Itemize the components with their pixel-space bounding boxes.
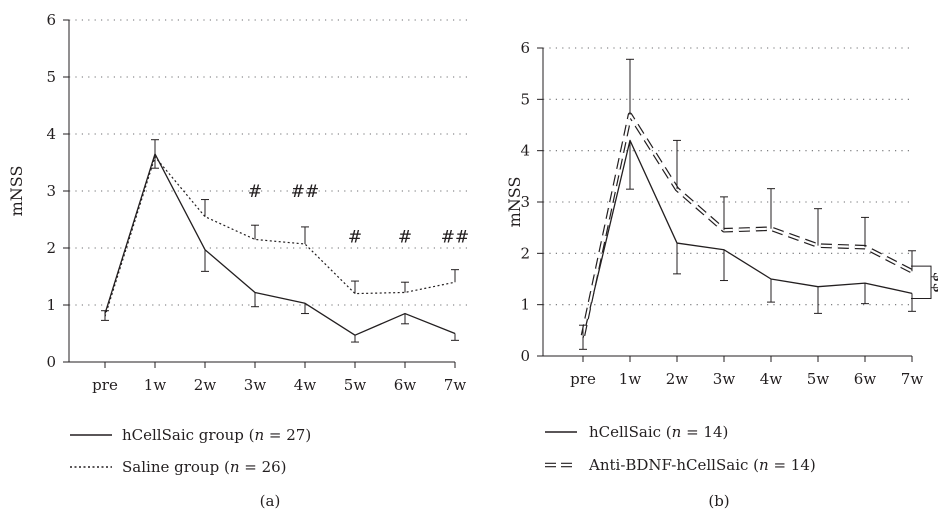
series-line-2-inner xyxy=(581,113,913,336)
y-tick-label: 1 xyxy=(520,296,530,314)
legend-label: Anti-BDNF-hCellSaic (n = 14) xyxy=(588,456,816,474)
x-tick-label: 1w xyxy=(144,376,167,394)
x-tick-label: pre xyxy=(570,370,596,388)
legend-label: Saline group (n = 26) xyxy=(122,458,287,476)
series-line-1 xyxy=(104,153,456,336)
significance-mark: # xyxy=(398,228,412,248)
significance-bracket xyxy=(911,265,932,300)
y-tick-label: 0 xyxy=(520,347,530,365)
legend-n-value: = 27) xyxy=(264,426,311,444)
x-tick-label: 7w xyxy=(444,376,467,394)
significance-mark: ## xyxy=(441,228,470,248)
x-tick-label: 3w xyxy=(244,376,267,394)
legend-n: n xyxy=(672,423,682,441)
y-axis-title: mNSS xyxy=(7,166,26,217)
y-tick-label: 4 xyxy=(46,125,56,143)
x-tick-label: 5w xyxy=(807,370,830,388)
legend-n-value: = 14) xyxy=(769,456,816,474)
y-tick-label: 0 xyxy=(46,353,56,371)
y-tick-label: 3 xyxy=(520,193,530,211)
y-tick-label: 6 xyxy=(520,39,530,57)
x-tick-label: 1w xyxy=(619,370,642,388)
x-tick-label: 3w xyxy=(713,370,736,388)
y-tick-label: 5 xyxy=(46,68,56,86)
legend-name: Anti-BDNF-hCellSaic ( xyxy=(588,456,759,474)
legend-n-value: = 26) xyxy=(239,458,286,476)
y-tick-label: 4 xyxy=(520,142,530,160)
y-tick-label: 1 xyxy=(46,296,56,314)
series-line-2 xyxy=(580,112,914,336)
x-tick-label: 2w xyxy=(194,376,217,394)
legend-name: hCellSaic group ( xyxy=(122,426,254,444)
significance-mark: ## xyxy=(291,182,320,202)
series-line-2 xyxy=(104,156,456,317)
significance-mark: $$ xyxy=(929,272,938,294)
panel-label: (a) xyxy=(260,492,281,510)
y-tick-label: 2 xyxy=(520,244,530,262)
panel-label: (b) xyxy=(708,492,729,510)
significance-mark: # xyxy=(248,182,262,202)
legend-n-value: = 14) xyxy=(681,423,728,441)
x-tick-label: 7w xyxy=(901,370,924,388)
significance-mark: # xyxy=(348,228,362,248)
y-axis-title: mNSS xyxy=(505,177,524,228)
y-tick-label: 2 xyxy=(46,239,56,257)
x-tick-label: 2w xyxy=(666,370,689,388)
x-tick-label: 4w xyxy=(294,376,317,394)
y-tick-label: 3 xyxy=(46,182,56,200)
legend-n: n xyxy=(759,456,769,474)
legend-n: n xyxy=(230,458,240,476)
x-tick-label: 5w xyxy=(344,376,367,394)
legend-label: hCellSaic (n = 14) xyxy=(589,423,728,441)
series-line-1 xyxy=(582,139,913,339)
legend-name: hCellSaic ( xyxy=(589,423,672,441)
legend-label: hCellSaic group (n = 27) xyxy=(122,426,311,444)
y-tick-label: 6 xyxy=(46,11,56,29)
panel-b-chart: 0 1 2 3 4 5 6 pre 1w 2w 3w 4w 5w 6w 7w mNSS $$ hCellSaic … xyxy=(505,39,938,510)
legend-n: n xyxy=(254,426,264,444)
x-tick-label: 6w xyxy=(854,370,877,388)
x-tick-label: 4w xyxy=(760,370,783,388)
y-tick-label: 5 xyxy=(520,90,530,108)
legend-name: Saline group ( xyxy=(122,458,230,476)
x-tick-label: pre xyxy=(92,376,118,394)
x-tick-label: 6w xyxy=(394,376,417,394)
